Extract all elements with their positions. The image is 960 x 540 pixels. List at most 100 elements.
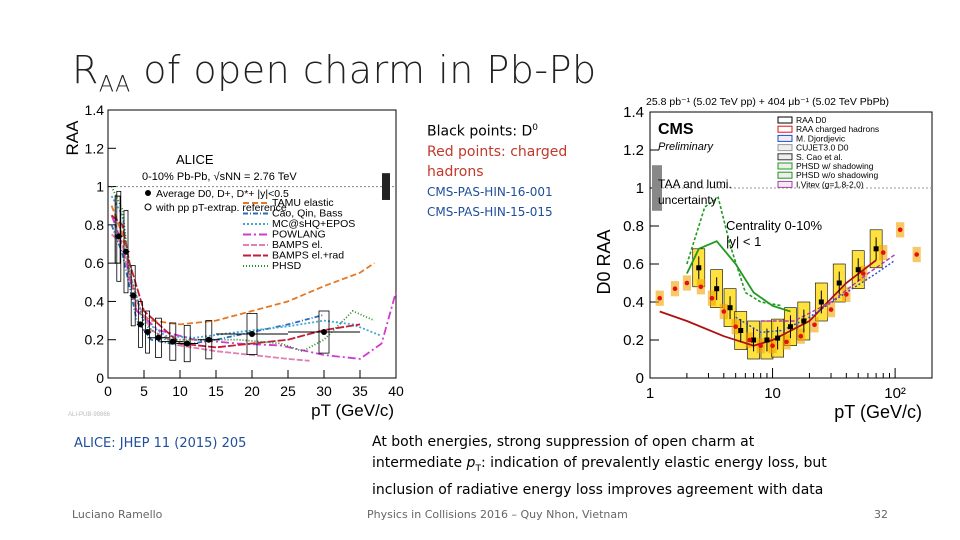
cms-ytick-label: 1 (636, 180, 644, 197)
cms-xtick-label: 10 (764, 385, 781, 402)
cms-hadron-point (758, 343, 763, 348)
cms-hadron-point (733, 324, 738, 329)
alice-data-point (137, 321, 144, 328)
alice-xtick-label: 5 (140, 383, 148, 399)
alice-xtick-label: 0 (104, 383, 112, 399)
cms-ytick-label: 0.8 (623, 218, 644, 235)
alice-model-legend-label: PHSD (272, 260, 302, 272)
cms-hadron-point (721, 309, 727, 314)
cms-d0-point (714, 286, 720, 292)
summary-line-1: At both energies, strong suppression of … (372, 434, 755, 450)
cms-d0-point (751, 337, 757, 343)
alice-model-legend-label: Cao, Qin, Bass (272, 208, 343, 220)
alice-title: ALICE (176, 152, 214, 167)
summary-line-3: inclusion of radiative energy loss impro… (372, 481, 824, 498)
cms-legend-swatch (777, 134, 793, 142)
cms-hadron-point (770, 343, 775, 348)
note-red-1: Red points: charged (427, 143, 568, 160)
alice-ytick-label: 0.2 (85, 332, 105, 348)
alice-model-legend-label: MC@sHQ+EPOS (272, 218, 355, 230)
cms-d0-point (738, 328, 744, 333)
cms-hadron-point (684, 280, 690, 286)
cms-hadron-point (860, 271, 866, 276)
footer-page-number: 32 (874, 508, 888, 521)
cms-hadron-point (914, 252, 919, 257)
alice-model-curve (110, 214, 397, 360)
cms-hadron-point (657, 295, 663, 301)
cms-d0-point (873, 246, 879, 252)
alice-extrap-box (114, 195, 121, 264)
alice-data-point (155, 334, 162, 341)
alice-xtick-label: 30 (316, 383, 332, 399)
cms-phsd-noshadow-curve (686, 196, 783, 307)
alice-model-curve (111, 233, 310, 362)
cms-legend-swatch (777, 162, 793, 170)
slide-title: RAA of open charm in Pb-Pb (72, 48, 597, 98)
alice-legend-marker-open (144, 203, 152, 211)
cms-annotation: TAA and lumi. (658, 177, 732, 191)
alice-model-legend-label: BAMPS el.+rad (272, 250, 344, 262)
cms-legend-label: RAA D0 (796, 115, 827, 125)
alice-xtick-label: 35 (352, 383, 368, 399)
cms-ylabel: D0 RAA (594, 229, 614, 294)
alice-ytick-label: 1.4 (85, 102, 105, 118)
cms-legend-swatch (777, 116, 793, 124)
cms-d0-point (787, 324, 793, 330)
cms-raa-plot: 25.8 pb⁻¹ (5.02 TeV pp) + 404 μb⁻¹ (5.02… (590, 92, 940, 422)
cms-hadron-point (784, 339, 789, 345)
alice-reference: ALICE: JHEP 11 (2015) 205 (74, 436, 247, 451)
cms-d0-point (818, 299, 824, 305)
alice-ytick-label: 0.6 (85, 255, 105, 271)
alice-data-point (115, 233, 122, 240)
alice-ytick-label: 0.4 (85, 293, 105, 309)
cms-d0-point (775, 335, 781, 341)
cms-d0-point (836, 280, 842, 286)
cms-annotation: uncertainty (658, 193, 717, 207)
alice-xtick-label: 20 (244, 383, 260, 399)
cms-hadron-point (897, 227, 903, 233)
cms-legend-swatch (777, 144, 793, 152)
alice-legend-label: with pp pT-extrap. reference (155, 202, 287, 214)
alice-ylabel: RAA (63, 120, 82, 156)
cms-hadron-point (709, 295, 715, 301)
cms-title: CMS (658, 121, 694, 138)
alice-watermark: ALI-PUB-99866 (68, 412, 111, 418)
cms-legend-label: PHSD w/o shadowing (796, 170, 878, 180)
alice-model-legend-label: BAMPS el. (272, 239, 323, 251)
note-ref-2: CMS-PAS-HIN-15-015 (427, 204, 553, 219)
cms-hadron-point (828, 307, 834, 312)
cms-ytick-label: 0.2 (623, 332, 644, 349)
cms-legend-swatch (777, 180, 793, 188)
cms-legend-label: I.Vitev (g=1.8-2.0) (796, 179, 864, 189)
alice-subtitle: 0-10% Pb-Pb, √sNN = 2.76 TeV (142, 171, 297, 183)
cms-legend-swatch (777, 153, 793, 161)
cms-hadron-point (747, 337, 752, 343)
cms-norm-box (652, 165, 662, 211)
alice-xtick-label: 15 (208, 383, 224, 399)
alice-ytick-label: 0 (96, 370, 104, 386)
alice-ytick-label: 1 (96, 179, 104, 195)
cms-xtick-label: 1 (646, 385, 654, 402)
cms-ytick-label: 1.4 (623, 104, 644, 121)
alice-model-legend-label: POWLANG (272, 229, 326, 241)
cms-xlabel: pT (GeV/c) (834, 402, 922, 422)
alice-ytick-label: 1.2 (85, 140, 105, 156)
alice-norm-box (382, 173, 390, 200)
cms-legend-label: RAA charged hadrons (796, 124, 879, 134)
alice-xtick-label: 40 (388, 383, 404, 399)
cms-annotation: Centrality 0-10% (726, 218, 823, 233)
cms-legend-swatch (777, 125, 793, 133)
cms-djordjevic-curve (735, 259, 896, 334)
note-ref-1: CMS-PAS-HIN-16-001 (427, 184, 553, 199)
cms-d0-point (855, 267, 861, 273)
alice-data-point (130, 292, 137, 299)
cms-d0-point (696, 265, 702, 271)
cms-ytick-label: 0.4 (623, 294, 644, 311)
alice-raa-plot: 0 5 10 15 20 25 30 35 40 0 0.2 0.4 0.6 0.8 1 1.2 1.4 pT (… (58, 96, 406, 424)
cms-annotation: |y| < 1 (726, 234, 761, 249)
cms-hadron-point (880, 250, 886, 255)
cms-subtitle: Preliminary (658, 141, 715, 153)
alice-ytick-label: 0.8 (85, 217, 105, 233)
note-red-2: hadrons (427, 163, 484, 180)
alice-data-point (249, 330, 255, 337)
